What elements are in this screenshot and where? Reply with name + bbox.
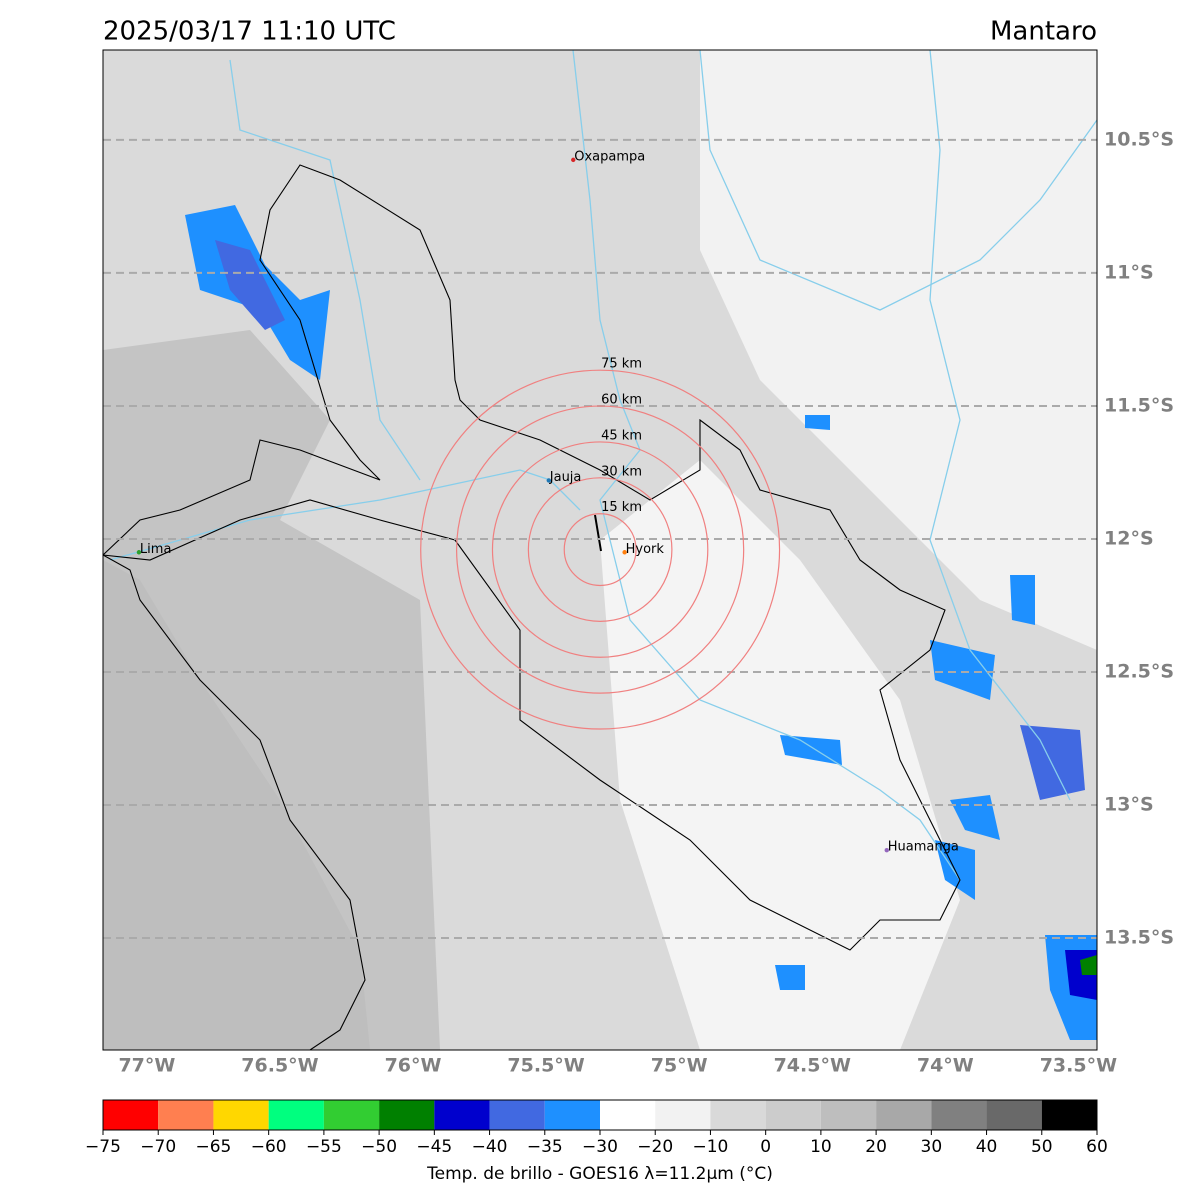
cold-cloud: [1010, 575, 1035, 625]
city-label: Jauja: [549, 470, 582, 485]
colorbar-tick-label: 40: [976, 1137, 998, 1157]
lon-label: 74.5°W: [774, 1055, 851, 1077]
colorbar-tick-label: −50: [361, 1137, 397, 1157]
colorbar-tick-label: −60: [251, 1137, 287, 1157]
city-label: Lima: [140, 542, 171, 557]
colorbar-label: Temp. de brillo - GOES16 λ=11.2μm (°C): [426, 1164, 773, 1184]
range-ring: [455, 405, 745, 694]
ring-label: 75 km: [601, 357, 642, 372]
lat-label: 13°S: [1104, 793, 1154, 815]
colorbar-bin: [268, 1100, 324, 1130]
river: [699, 50, 1097, 311]
city-marker: [546, 478, 551, 483]
map: [103, 50, 1097, 1050]
range-ring: [420, 369, 781, 730]
colorbar-tick-label: 60: [1086, 1137, 1108, 1157]
city-label: Oxapampa: [574, 149, 645, 164]
colorbar-bin: [1041, 1100, 1097, 1130]
site-marker: [594, 514, 602, 552]
ring-label: 60 km: [601, 393, 642, 408]
range-ring: [527, 477, 673, 622]
title: 2025/03/17 11:10 UTC: [103, 17, 396, 47]
colorbar-tick-label: 10: [810, 1137, 832, 1157]
lat-label: 12.5°S: [1104, 660, 1174, 682]
warm-area: [700, 50, 1097, 650]
ring-label: 15 km: [601, 500, 642, 515]
colorbar-tick-label: −40: [472, 1137, 508, 1157]
city-marker: [622, 550, 627, 555]
colorbar-bin: [765, 1100, 821, 1130]
colorbar-bin: [655, 1100, 711, 1130]
colorbar-tick-label: 0: [760, 1137, 771, 1157]
colorbar-bin: [323, 1100, 380, 1130]
colorbar-bin: [876, 1100, 932, 1130]
colorbar-tick-label: −20: [637, 1137, 673, 1157]
city-marker: [571, 157, 576, 163]
colorbar-tick-label: −65: [195, 1137, 231, 1157]
lon-label: 73.5°W: [1040, 1055, 1117, 1077]
lon-label: 75°W: [651, 1055, 708, 1077]
ring-label: 30 km: [601, 464, 642, 479]
basin-boundary: [103, 164, 961, 951]
cold-cloud: [215, 240, 285, 330]
colorbar-bin: [986, 1100, 1042, 1130]
lat-label: 11°S: [1104, 261, 1154, 283]
warm-area: [600, 460, 960, 1050]
colorbar-bin: [103, 1100, 159, 1130]
colorbar-bin: [710, 1100, 766, 1130]
city-marker: [136, 550, 142, 555]
cold-cloud: [1020, 725, 1085, 800]
city-label: Huamanga: [888, 840, 959, 855]
lon-label: 74°W: [917, 1055, 974, 1077]
range-ring: [491, 441, 709, 658]
colorbar-tick-label: −70: [140, 1137, 176, 1157]
colorbar-bin: [600, 1100, 656, 1130]
lat-label: 11.5°S: [1104, 394, 1174, 416]
cold-cloud: [1080, 955, 1097, 975]
lon-label: 76.5°W: [241, 1055, 318, 1077]
river: [572, 50, 961, 881]
colorbar-bin: [931, 1100, 987, 1130]
range-ring: [563, 513, 637, 587]
coastline: [103, 554, 366, 1050]
river: [229, 59, 421, 481]
overlay: 10.5°S 11°S 11.5°S 12°S 12.5°S 13°S 13.5°S 77°W…: [85, 128, 1174, 1184]
ring-label: 45 km: [601, 428, 642, 443]
city-marker: [884, 848, 889, 853]
colorbar-tick-label: −10: [692, 1137, 728, 1157]
lon-label: 75.5°W: [507, 1055, 584, 1077]
colorbar-tick-label: −30: [582, 1137, 618, 1157]
river: [109, 469, 581, 561]
colorbar-tick-label: −35: [527, 1137, 563, 1157]
lon-label: 76°W: [385, 1055, 442, 1077]
colorbar-bin: [434, 1100, 490, 1130]
colorbar-bin: [379, 1100, 435, 1130]
colorbar-bin: [213, 1100, 269, 1130]
colorbar-tick-label: −75: [85, 1137, 121, 1157]
colorbar-tick-label: −45: [416, 1137, 452, 1157]
lon-label: 77°W: [118, 1055, 175, 1077]
colorbar-bin: [820, 1100, 877, 1130]
colorbar-tick-label: 20: [865, 1137, 887, 1157]
lat-label: 13.5°S: [1104, 927, 1174, 949]
colorbar-tick-label: −55: [306, 1137, 342, 1157]
colorbar-tick-label: 30: [921, 1137, 943, 1157]
colorbar-tick-label: 50: [1031, 1137, 1053, 1157]
city-label: Hyork: [626, 542, 665, 557]
river: [929, 50, 1071, 801]
lat-label: 10.5°S: [1104, 128, 1174, 150]
cold-cloud: [935, 795, 1000, 900]
lat-label: 12°S: [1104, 527, 1154, 549]
colorbar-bin: [158, 1100, 214, 1130]
colorbar-bin: [489, 1100, 545, 1130]
colorbar-bin: [544, 1100, 600, 1130]
map-frame: [102, 49, 1098, 1051]
region: Mantaro: [990, 17, 1097, 47]
